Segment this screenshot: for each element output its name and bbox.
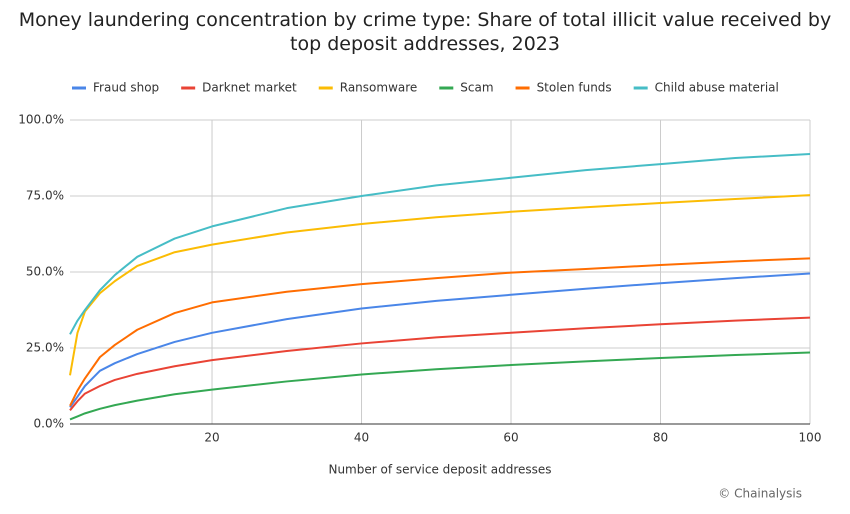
title-box: Money laundering concentration by crime … — [0, 8, 850, 56]
series-line — [69, 257, 811, 407]
series-line — [69, 194, 811, 376]
series-line — [69, 316, 811, 411]
x-tick-label: 100 — [799, 431, 822, 445]
y-tick-label: 0.0% — [34, 417, 65, 431]
source: © Chainalysis — [718, 487, 802, 501]
legend-label: Darknet market — [202, 81, 297, 95]
x-tick-label: 60 — [503, 431, 518, 445]
legend-label: Child abuse material — [655, 81, 779, 95]
y-tick-label: 50.0% — [26, 265, 64, 279]
y-tick-label: 100.0% — [18, 113, 64, 127]
x-tick-label: 40 — [354, 431, 369, 445]
legend-label: Scam — [460, 81, 493, 95]
y-tick-label: 25.0% — [26, 341, 64, 355]
x-axis-label: Number of service deposit addresses — [328, 463, 551, 477]
x-tick-label: 20 — [204, 431, 219, 445]
legend-label: Ransomware — [340, 81, 418, 95]
legend-label: Stolen funds — [537, 81, 612, 95]
legend-label: Fraud shop — [93, 81, 159, 95]
series-line — [69, 351, 811, 421]
series-line — [69, 272, 811, 408]
chart-title: Money laundering concentration by crime … — [18, 9, 832, 55]
series-line — [69, 153, 811, 335]
x-tick-label: 80 — [653, 431, 668, 445]
y-tick-label: 75.0% — [26, 189, 64, 203]
